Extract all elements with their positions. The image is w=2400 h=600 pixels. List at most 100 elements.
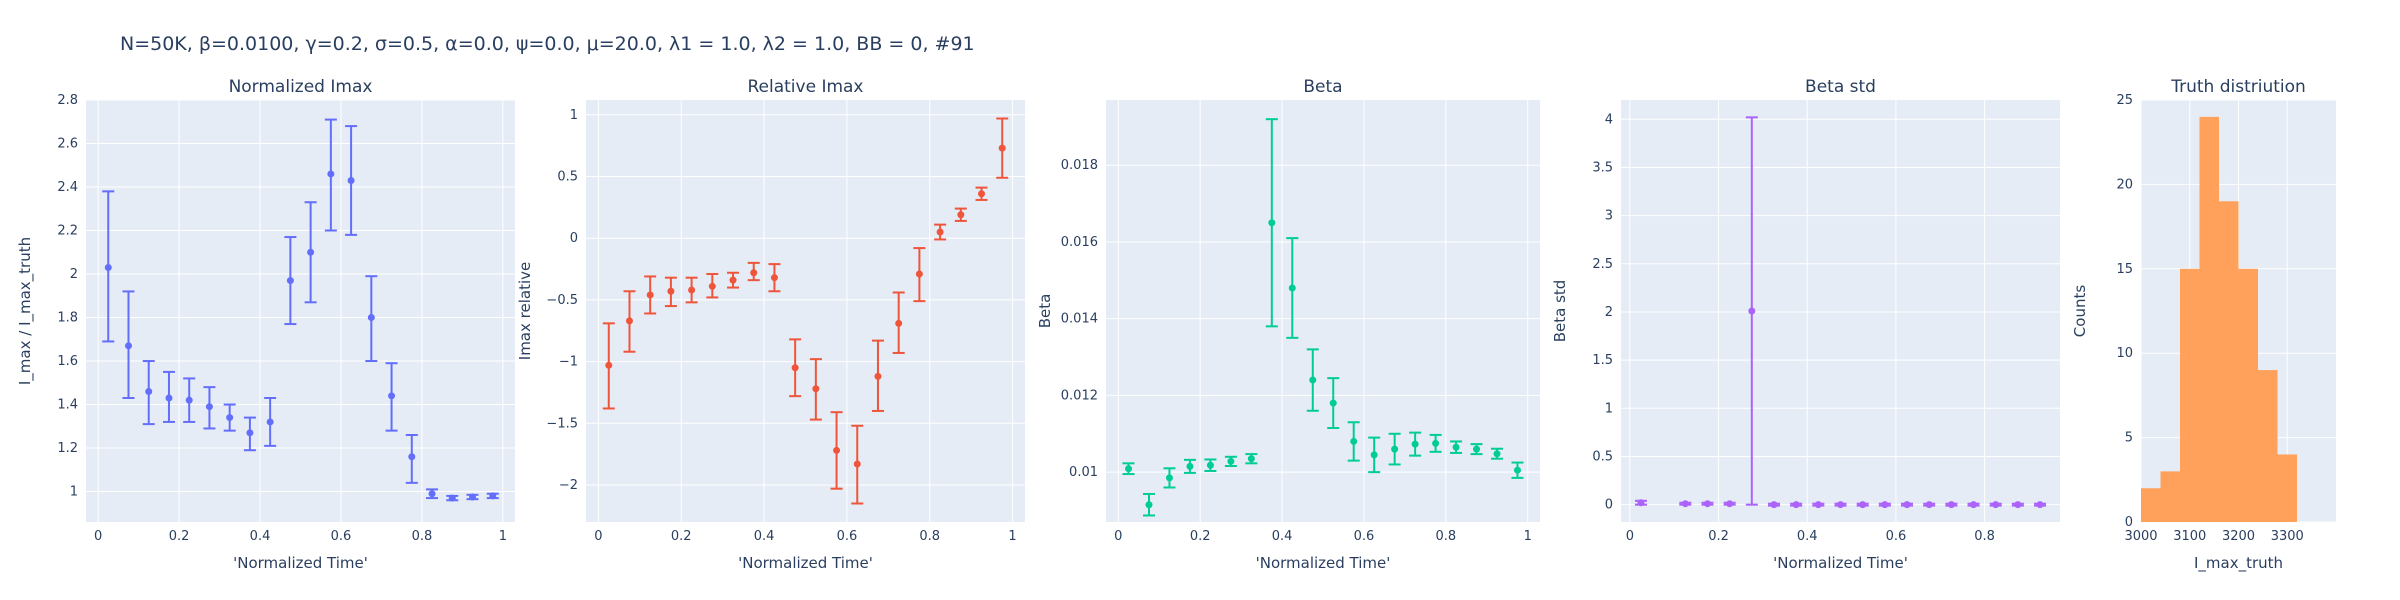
x-tick-label: 1 [1524, 529, 1532, 544]
histogram-bar [2141, 488, 2161, 522]
data-point [1681, 500, 1689, 508]
subplot-title: Relative Imax [747, 77, 863, 97]
data-point [853, 460, 861, 468]
y-tick-label: 1.6 [57, 354, 78, 369]
data-point [347, 176, 355, 184]
data-point [1473, 445, 1481, 453]
x-axis-label: 'Normalized Time' [738, 554, 873, 572]
data-point [708, 282, 716, 290]
plot-area [86, 100, 515, 522]
data-point [1268, 219, 1276, 227]
subplot-4: 0 0.2 0.4 0.6 0.8 0 0.5 1 1.5 2 2.5 3 3.5 4 Beta std 'N… [1551, 77, 2060, 572]
data-marks [1122, 118, 1524, 517]
data-point [1227, 457, 1235, 465]
y-tick-label: 2.5 [1592, 257, 1613, 272]
data-point [428, 490, 436, 498]
data-point [2036, 501, 2044, 509]
x-tick-label: 0 [1114, 529, 1122, 544]
y-tick-label: 2 [1605, 305, 1613, 320]
x-tick-label: 0.2 [169, 529, 190, 544]
subplot-1: 0 0.2 0.4 0.6 0.8 1 1 1.2 1.4 1.6 1.8 2 2.2 2.4 2.6 2.8… [16, 77, 515, 572]
y-axis-label: Imax relative [516, 262, 534, 360]
y-tick-label: 2.2 [57, 224, 78, 239]
x-tick-label: 3000 [2124, 529, 2157, 544]
y-tick-label: 2.8 [57, 93, 78, 108]
y-tick-label: −0.5 [546, 293, 578, 308]
x-tick-label: 0.8 [1974, 529, 1995, 544]
y-tick-label: 0.012 [1061, 388, 1098, 403]
data-point [791, 364, 799, 372]
x-tick-label: 0.4 [1797, 529, 1818, 544]
y-tick-label: 5 [2125, 431, 2133, 446]
x-tick-label: 0.4 [1272, 529, 1293, 544]
subplot-3: 0 0.2 0.4 0.6 0.8 1 0.01 0.012 0.014 0.016 0.018 Be… [1036, 77, 1540, 572]
data-point [646, 291, 654, 299]
x-tick-label: 1 [499, 529, 507, 544]
x-axis-label: 'Normalized Time' [1256, 554, 1391, 572]
y-tick-label: 3 [1605, 209, 1613, 224]
data-point [165, 394, 173, 402]
x-tick-label: 0.2 [671, 529, 692, 544]
data-point [1309, 376, 1317, 384]
data-point [1186, 462, 1194, 470]
data-point [957, 211, 965, 219]
data-point [874, 372, 882, 380]
plot-area [586, 100, 1025, 522]
data-point [1837, 501, 1844, 509]
subplot-title: Truth distriution [2170, 77, 2306, 97]
histogram-bar [2199, 116, 2219, 522]
data-point [327, 170, 335, 178]
data-point [1432, 439, 1440, 447]
data-point [307, 248, 315, 256]
data-point [1513, 466, 1521, 474]
subplot-5: 3000 3100 3200 3300 0 5 10 15 20 25 Truth distriut… [2071, 77, 2336, 573]
data-point [1637, 499, 1645, 507]
data-point [605, 361, 613, 369]
subplot-title: Beta std [1805, 77, 1876, 97]
data-point [1748, 307, 1756, 315]
data-point [998, 144, 1006, 152]
figure-title: N=50K, β=0.0100, γ=0.2, σ=0.5, α=0.0, ψ=… [120, 33, 975, 55]
y-tick-label: 1.4 [57, 398, 78, 413]
x-tick-label: 0 [1626, 529, 1634, 544]
data-point [1859, 501, 1867, 509]
data-point [408, 453, 416, 461]
data-point [205, 403, 213, 411]
y-tick-label: 4 [1605, 112, 1613, 127]
data-point [2014, 501, 2022, 509]
plot-area [1106, 100, 1540, 522]
data-point [104, 263, 112, 271]
y-tick-label: 1.8 [57, 311, 78, 326]
subplot-title: Normalized Imax [229, 77, 373, 97]
y-tick-label: 1 [570, 108, 578, 123]
x-axis-label: 'Normalized Time' [1773, 554, 1908, 572]
data-marks [602, 117, 1009, 505]
x-tick-label: 0.8 [412, 529, 433, 544]
data-point [124, 342, 132, 350]
histogram-bar [2258, 370, 2278, 522]
histogram-bar [2219, 201, 2239, 522]
data-point [1125, 465, 1133, 473]
data-marks [102, 118, 499, 502]
y-tick-label: 0.5 [1592, 449, 1613, 464]
x-tick-label: 0 [594, 529, 602, 544]
y-tick-label: 0.018 [1061, 158, 1098, 173]
y-tick-label: 0.01 [1069, 465, 1098, 480]
x-tick-label: 0.8 [919, 529, 940, 544]
data-point [1247, 455, 1255, 463]
x-tick-label: 0.2 [1708, 529, 1729, 544]
data-point [1206, 461, 1214, 469]
data-point [1288, 284, 1296, 292]
y-tick-label: 1.2 [57, 441, 78, 456]
y-tick-label: 1 [1605, 401, 1613, 416]
y-tick-label: 0.5 [557, 170, 578, 185]
data-point [1992, 501, 2000, 509]
y-tick-label: 0.016 [1061, 235, 1098, 250]
y-axis-label: Beta [1036, 294, 1054, 329]
x-tick-label: 0.4 [754, 529, 775, 544]
data-point [266, 418, 274, 426]
data-point [1726, 500, 1734, 508]
x-tick-label: 0.8 [1435, 529, 1456, 544]
data-point [226, 414, 234, 422]
data-point [1145, 501, 1153, 509]
